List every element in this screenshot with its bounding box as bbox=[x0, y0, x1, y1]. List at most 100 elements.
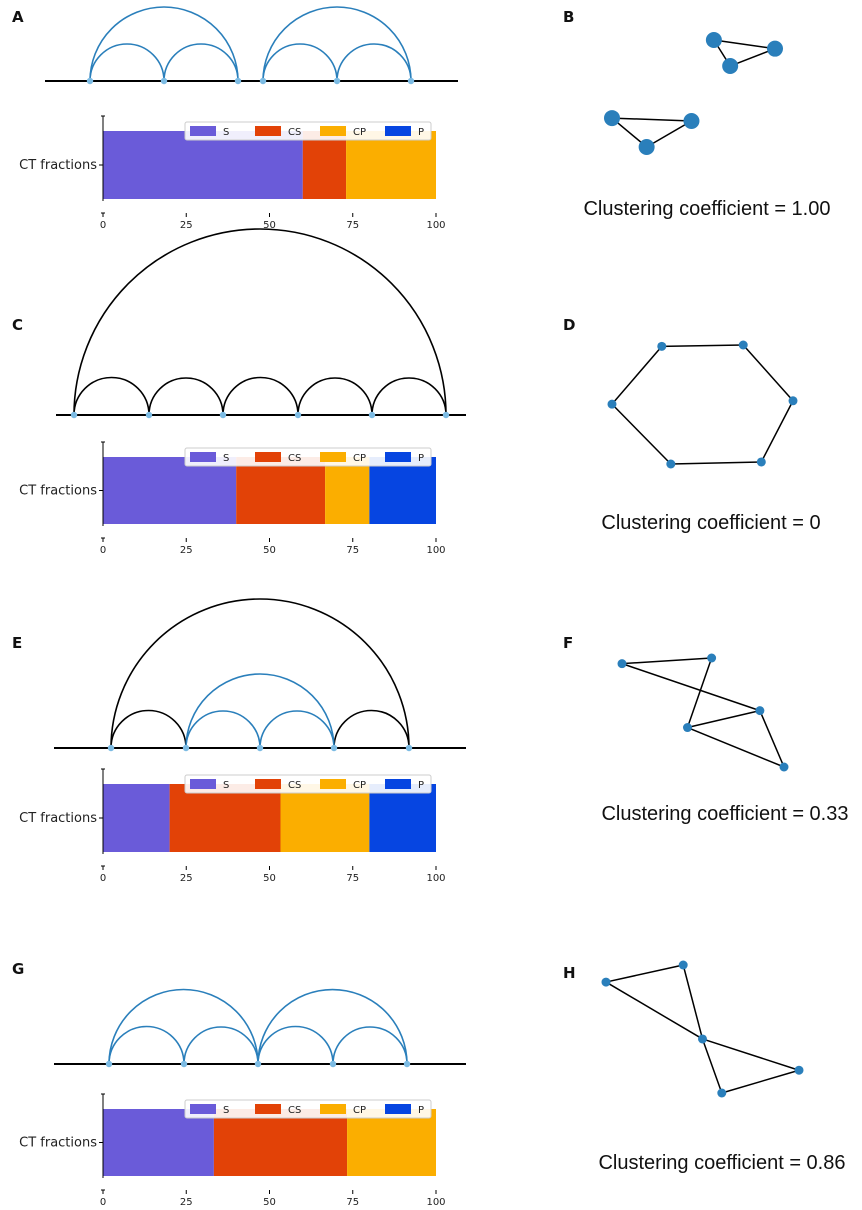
bar-segment-cp bbox=[280, 784, 370, 852]
bar-segment-s bbox=[103, 131, 303, 199]
edge-0-1 bbox=[621, 657, 712, 665]
arc-node-2 bbox=[160, 77, 168, 85]
legend-swatch-s bbox=[190, 126, 216, 136]
ct-fractions-bar-g bbox=[99, 1093, 437, 1194]
legend-label-cp: CP bbox=[353, 780, 366, 791]
panel-letter-a: A bbox=[12, 8, 24, 26]
network-graph-b bbox=[604, 32, 783, 155]
bar-segment-cs bbox=[302, 131, 347, 199]
arc-node-3 bbox=[254, 1060, 262, 1068]
graph-node-3 bbox=[604, 110, 620, 127]
graph-node-4 bbox=[717, 1088, 727, 1098]
arc-node-4 bbox=[259, 77, 267, 85]
graph-node-2 bbox=[722, 58, 739, 75]
edge-0-1 bbox=[661, 344, 744, 348]
legend-frame bbox=[184, 1099, 432, 1119]
legend-swatch-cp bbox=[320, 452, 346, 462]
arc-node-5 bbox=[333, 77, 341, 85]
bar-segment-s bbox=[103, 457, 237, 524]
arc-node-4 bbox=[294, 411, 302, 419]
edge-2-4 bbox=[701, 1038, 723, 1094]
bar-segment-p bbox=[369, 784, 436, 852]
x-tick-label-75: 75 bbox=[346, 873, 359, 884]
arc-node-1 bbox=[105, 1060, 113, 1068]
edge-2-4 bbox=[687, 726, 785, 768]
arc-node-1 bbox=[107, 744, 115, 752]
legend-swatch-s bbox=[190, 779, 216, 789]
bar-segment-s bbox=[103, 784, 170, 852]
legend-label-s: S bbox=[223, 453, 229, 464]
panel-letter-d: D bbox=[563, 316, 575, 334]
graph-node-1 bbox=[707, 653, 717, 663]
x-tick-label-0: 0 bbox=[100, 220, 106, 231]
arc-node-5 bbox=[403, 1060, 411, 1068]
graph-node-0 bbox=[705, 32, 722, 48]
y-axis-label: CT fractions bbox=[19, 158, 97, 173]
edge-3-4 bbox=[670, 461, 762, 465]
legend-label-cs: CS bbox=[288, 1105, 301, 1116]
clustering-coefficient-label: Clustering coefficient = 0.33 bbox=[601, 803, 848, 825]
legend-label-cs: CS bbox=[288, 127, 301, 138]
legend-label-cp: CP bbox=[353, 127, 366, 138]
legend-swatch-cp bbox=[320, 126, 346, 136]
legend-label-s: S bbox=[223, 127, 229, 138]
legend-swatch-cp bbox=[320, 1104, 346, 1114]
x-tick-label-0: 0 bbox=[100, 545, 106, 556]
ct-fractions-bar-c bbox=[99, 441, 437, 542]
arc-2-4 bbox=[185, 673, 335, 749]
graph-node-4 bbox=[666, 459, 676, 469]
legend-label-p: P bbox=[418, 127, 424, 138]
arc-1-2 bbox=[110, 709, 187, 749]
legend-label-p: P bbox=[418, 1105, 424, 1116]
bar-segment-p bbox=[369, 457, 436, 524]
ct-fractions-bar-e bbox=[99, 768, 437, 870]
x-tick-label-0: 0 bbox=[100, 1197, 106, 1208]
bar-segment-cs bbox=[169, 784, 281, 852]
legend-swatch-p bbox=[385, 779, 411, 789]
graph-node-2 bbox=[698, 1034, 707, 1044]
x-tick-label-25: 25 bbox=[180, 1197, 193, 1208]
arc-1-6 bbox=[73, 228, 447, 416]
legend bbox=[184, 447, 432, 467]
x-tick-label-50: 50 bbox=[263, 873, 276, 884]
arc-diagram-c bbox=[56, 228, 466, 419]
arc-5-6 bbox=[336, 43, 412, 82]
arc-diagram-e bbox=[54, 598, 466, 752]
graph-node-1 bbox=[767, 40, 783, 57]
legend-swatch-cs bbox=[255, 1104, 281, 1114]
graph-node-1 bbox=[678, 960, 688, 970]
arc-3-4 bbox=[222, 376, 299, 416]
arc-diagram-g bbox=[54, 988, 466, 1068]
x-tick-label-25: 25 bbox=[180, 545, 193, 556]
x-tick-label-100: 100 bbox=[426, 220, 445, 231]
arc-3-5 bbox=[257, 988, 408, 1065]
arc-node-5 bbox=[368, 411, 376, 419]
x-tick-label-100: 100 bbox=[426, 873, 445, 884]
x-tick-label-0: 0 bbox=[100, 873, 106, 884]
arc-node-1 bbox=[70, 411, 78, 419]
arc-1-5 bbox=[110, 598, 410, 749]
x-tick-label-100: 100 bbox=[426, 545, 445, 556]
graph-node-0 bbox=[657, 341, 667, 351]
graph-node-3 bbox=[794, 1065, 804, 1075]
panel-letter-g: G bbox=[12, 960, 24, 978]
legend-swatch-s bbox=[190, 1104, 216, 1114]
panel-letter-h: H bbox=[563, 964, 576, 982]
graph-node-4 bbox=[683, 112, 700, 129]
arc-node-4 bbox=[329, 1060, 337, 1068]
graph-node-0 bbox=[601, 977, 611, 987]
legend-swatch-cs bbox=[255, 779, 281, 789]
bar-segment-cp bbox=[346, 131, 436, 199]
clustering-coefficient-label: Clustering coefficient = 0 bbox=[601, 512, 820, 534]
network-graph-h bbox=[601, 960, 804, 1098]
panel-letter-e: E bbox=[12, 634, 22, 652]
arc-4-5 bbox=[297, 377, 373, 416]
ct-fractions-bar-a bbox=[99, 115, 437, 217]
edge-4-5 bbox=[646, 120, 692, 148]
y-axis-label: CT fractions bbox=[19, 484, 97, 499]
graph-node-1 bbox=[738, 340, 748, 350]
edge-3-4 bbox=[759, 710, 785, 768]
arc-node-4 bbox=[330, 744, 338, 752]
legend-label-cp: CP bbox=[353, 453, 366, 464]
arc-1-2 bbox=[73, 376, 150, 416]
